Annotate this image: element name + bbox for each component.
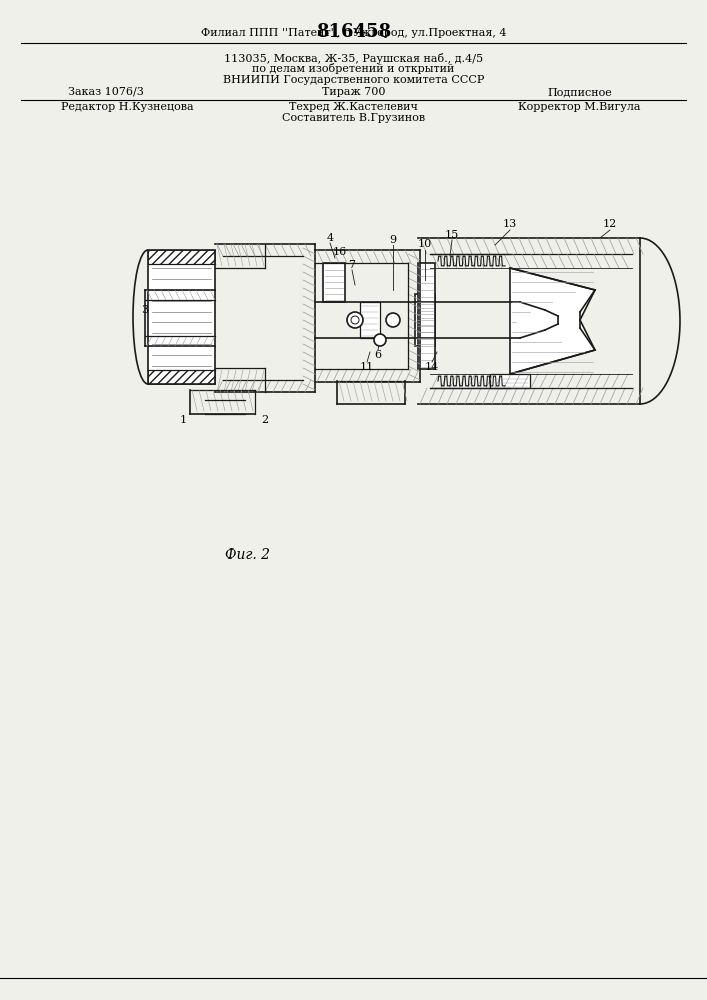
Bar xyxy=(148,250,215,264)
Text: по делам изобретений и открытий: по делам изобретений и открытий xyxy=(252,64,455,75)
Bar xyxy=(148,250,215,384)
Text: ВНИИПИ Государственного комитета СССР: ВНИИПИ Государственного комитета СССР xyxy=(223,75,484,85)
Bar xyxy=(490,374,530,388)
Text: 4: 4 xyxy=(327,233,334,243)
Text: Заказ 1076/3: Заказ 1076/3 xyxy=(68,87,144,97)
Text: 113035, Москва, Ж-35, Раушская наб., д.4/5: 113035, Москва, Ж-35, Раушская наб., д.4… xyxy=(224,52,483,64)
Bar xyxy=(360,302,380,338)
Text: Фиг. 2: Фиг. 2 xyxy=(225,548,270,562)
Text: Составитель В.Грузинов: Составитель В.Грузинов xyxy=(282,113,425,123)
Text: Редактор Н.Кузнецова: Редактор Н.Кузнецова xyxy=(61,102,194,112)
Bar xyxy=(148,370,215,384)
Polygon shape xyxy=(510,268,595,374)
Circle shape xyxy=(351,316,359,324)
Bar xyxy=(323,263,345,302)
Text: 7: 7 xyxy=(349,260,356,270)
Text: Подписное: Подписное xyxy=(547,87,612,97)
Text: Корректор М.Вигула: Корректор М.Вигула xyxy=(518,102,641,112)
Text: 6: 6 xyxy=(375,350,382,360)
Text: Филиал ППП ''Патент'', г.Ужгород, ул.Проектная, 4: Филиал ППП ''Патент'', г.Ужгород, ул.Про… xyxy=(201,28,506,38)
Text: 816458: 816458 xyxy=(316,23,391,41)
Text: 12: 12 xyxy=(603,219,617,229)
Circle shape xyxy=(347,312,363,328)
Text: Техред Ж.Кастелевич: Техред Ж.Кастелевич xyxy=(289,102,418,112)
Bar xyxy=(415,294,435,346)
Text: 13: 13 xyxy=(503,219,517,229)
Bar xyxy=(418,263,435,369)
Text: 15: 15 xyxy=(445,230,459,240)
Text: 9: 9 xyxy=(390,235,397,245)
Text: Тираж 700: Тираж 700 xyxy=(322,87,385,97)
Text: 14: 14 xyxy=(425,362,439,372)
Circle shape xyxy=(374,334,386,346)
Circle shape xyxy=(386,313,400,327)
Text: 10: 10 xyxy=(418,239,432,249)
Text: 11: 11 xyxy=(360,362,374,372)
Text: 16: 16 xyxy=(333,247,347,257)
Text: 1: 1 xyxy=(180,415,187,425)
Text: 3: 3 xyxy=(141,305,148,315)
Text: 2: 2 xyxy=(262,415,269,425)
